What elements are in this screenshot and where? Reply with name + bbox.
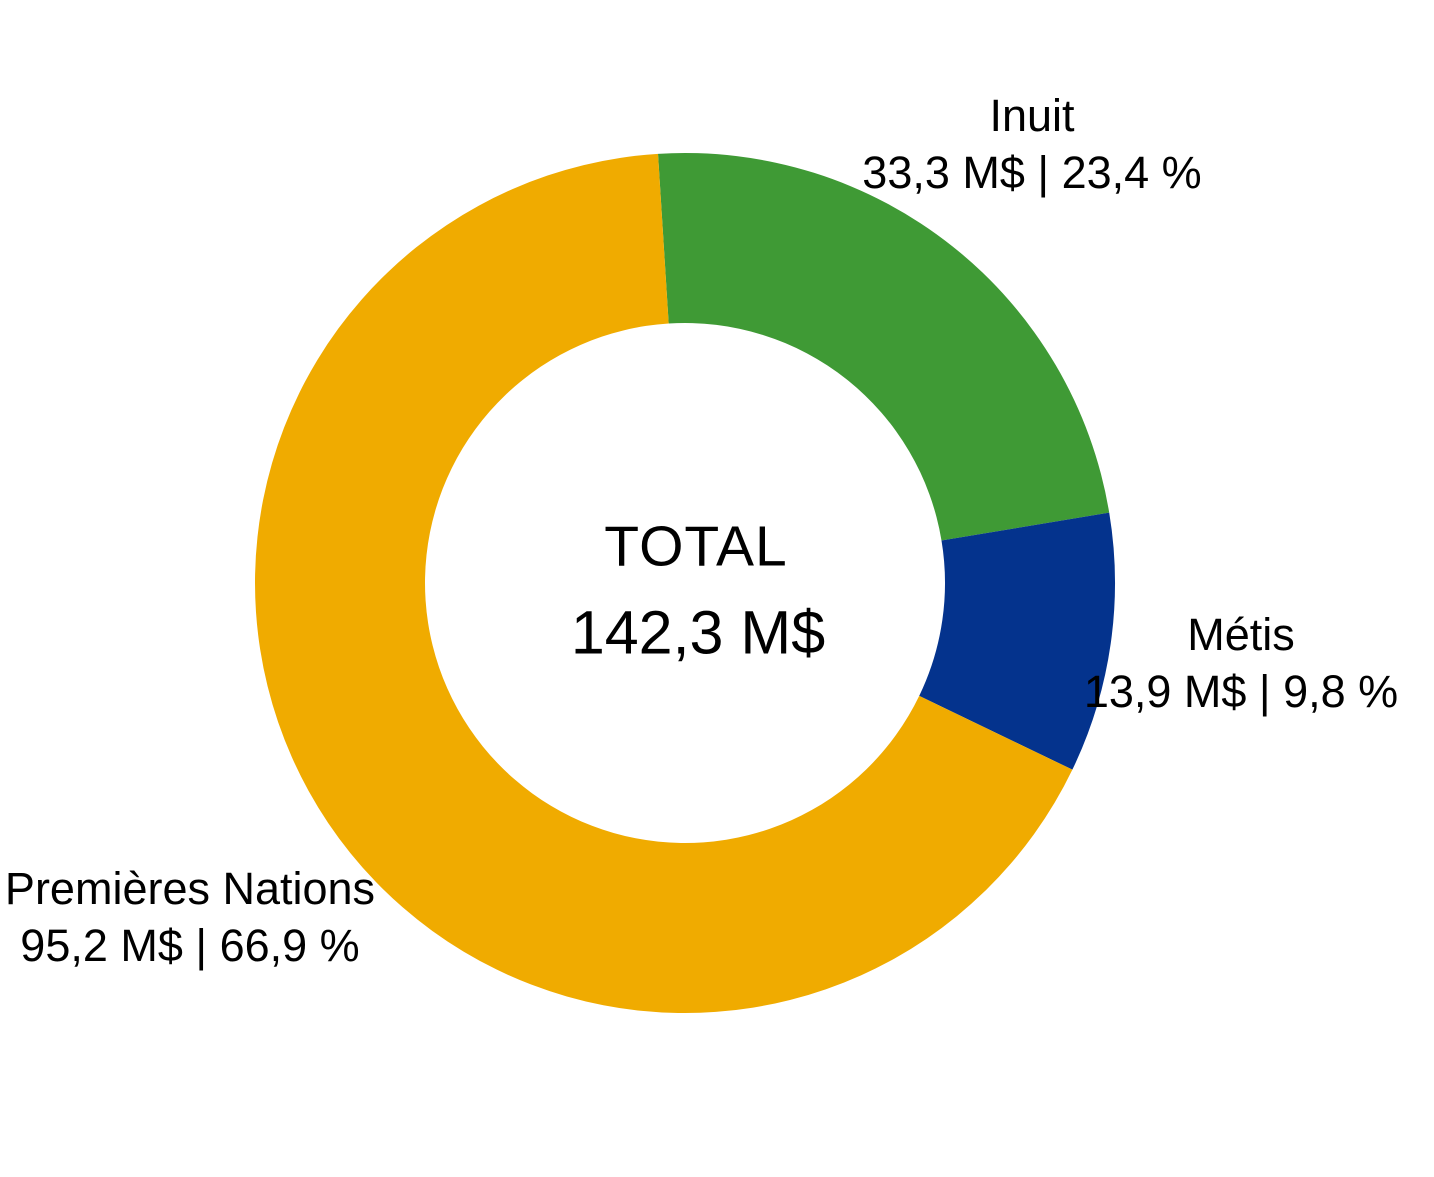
slice-label-metis-name: Métis (1187, 609, 1295, 660)
donut-slice-metis (919, 512, 1116, 770)
donut-center-title: TOTAL (604, 514, 788, 579)
donut-center-value: 142,3 M$ (570, 598, 826, 667)
slice-label-metis: Métis 13,9 M$ | 9,8 % (1084, 606, 1398, 720)
slice-label-inuit: Inuit 33,3 M$ | 23,4 % (862, 87, 1201, 201)
donut-slice-inuit (658, 153, 1110, 541)
slice-label-inuit-value: 33,3 M$ | 23,4 % (862, 147, 1202, 198)
slice-label-inuit-name: Inuit (989, 90, 1075, 141)
slice-label-premieres-nations-value: 95,2 M$ | 66,9 % (20, 920, 360, 971)
slice-label-premieres-nations: Premières Nations 95,2 M$ | 66,9 % (5, 860, 375, 974)
slice-label-metis-value: 13,9 M$ | 9,8 % (1083, 666, 1399, 717)
donut-slice-premieres-nations (255, 153, 1073, 1014)
slice-label-premieres-nations-name: Premières Nations (4, 863, 376, 914)
